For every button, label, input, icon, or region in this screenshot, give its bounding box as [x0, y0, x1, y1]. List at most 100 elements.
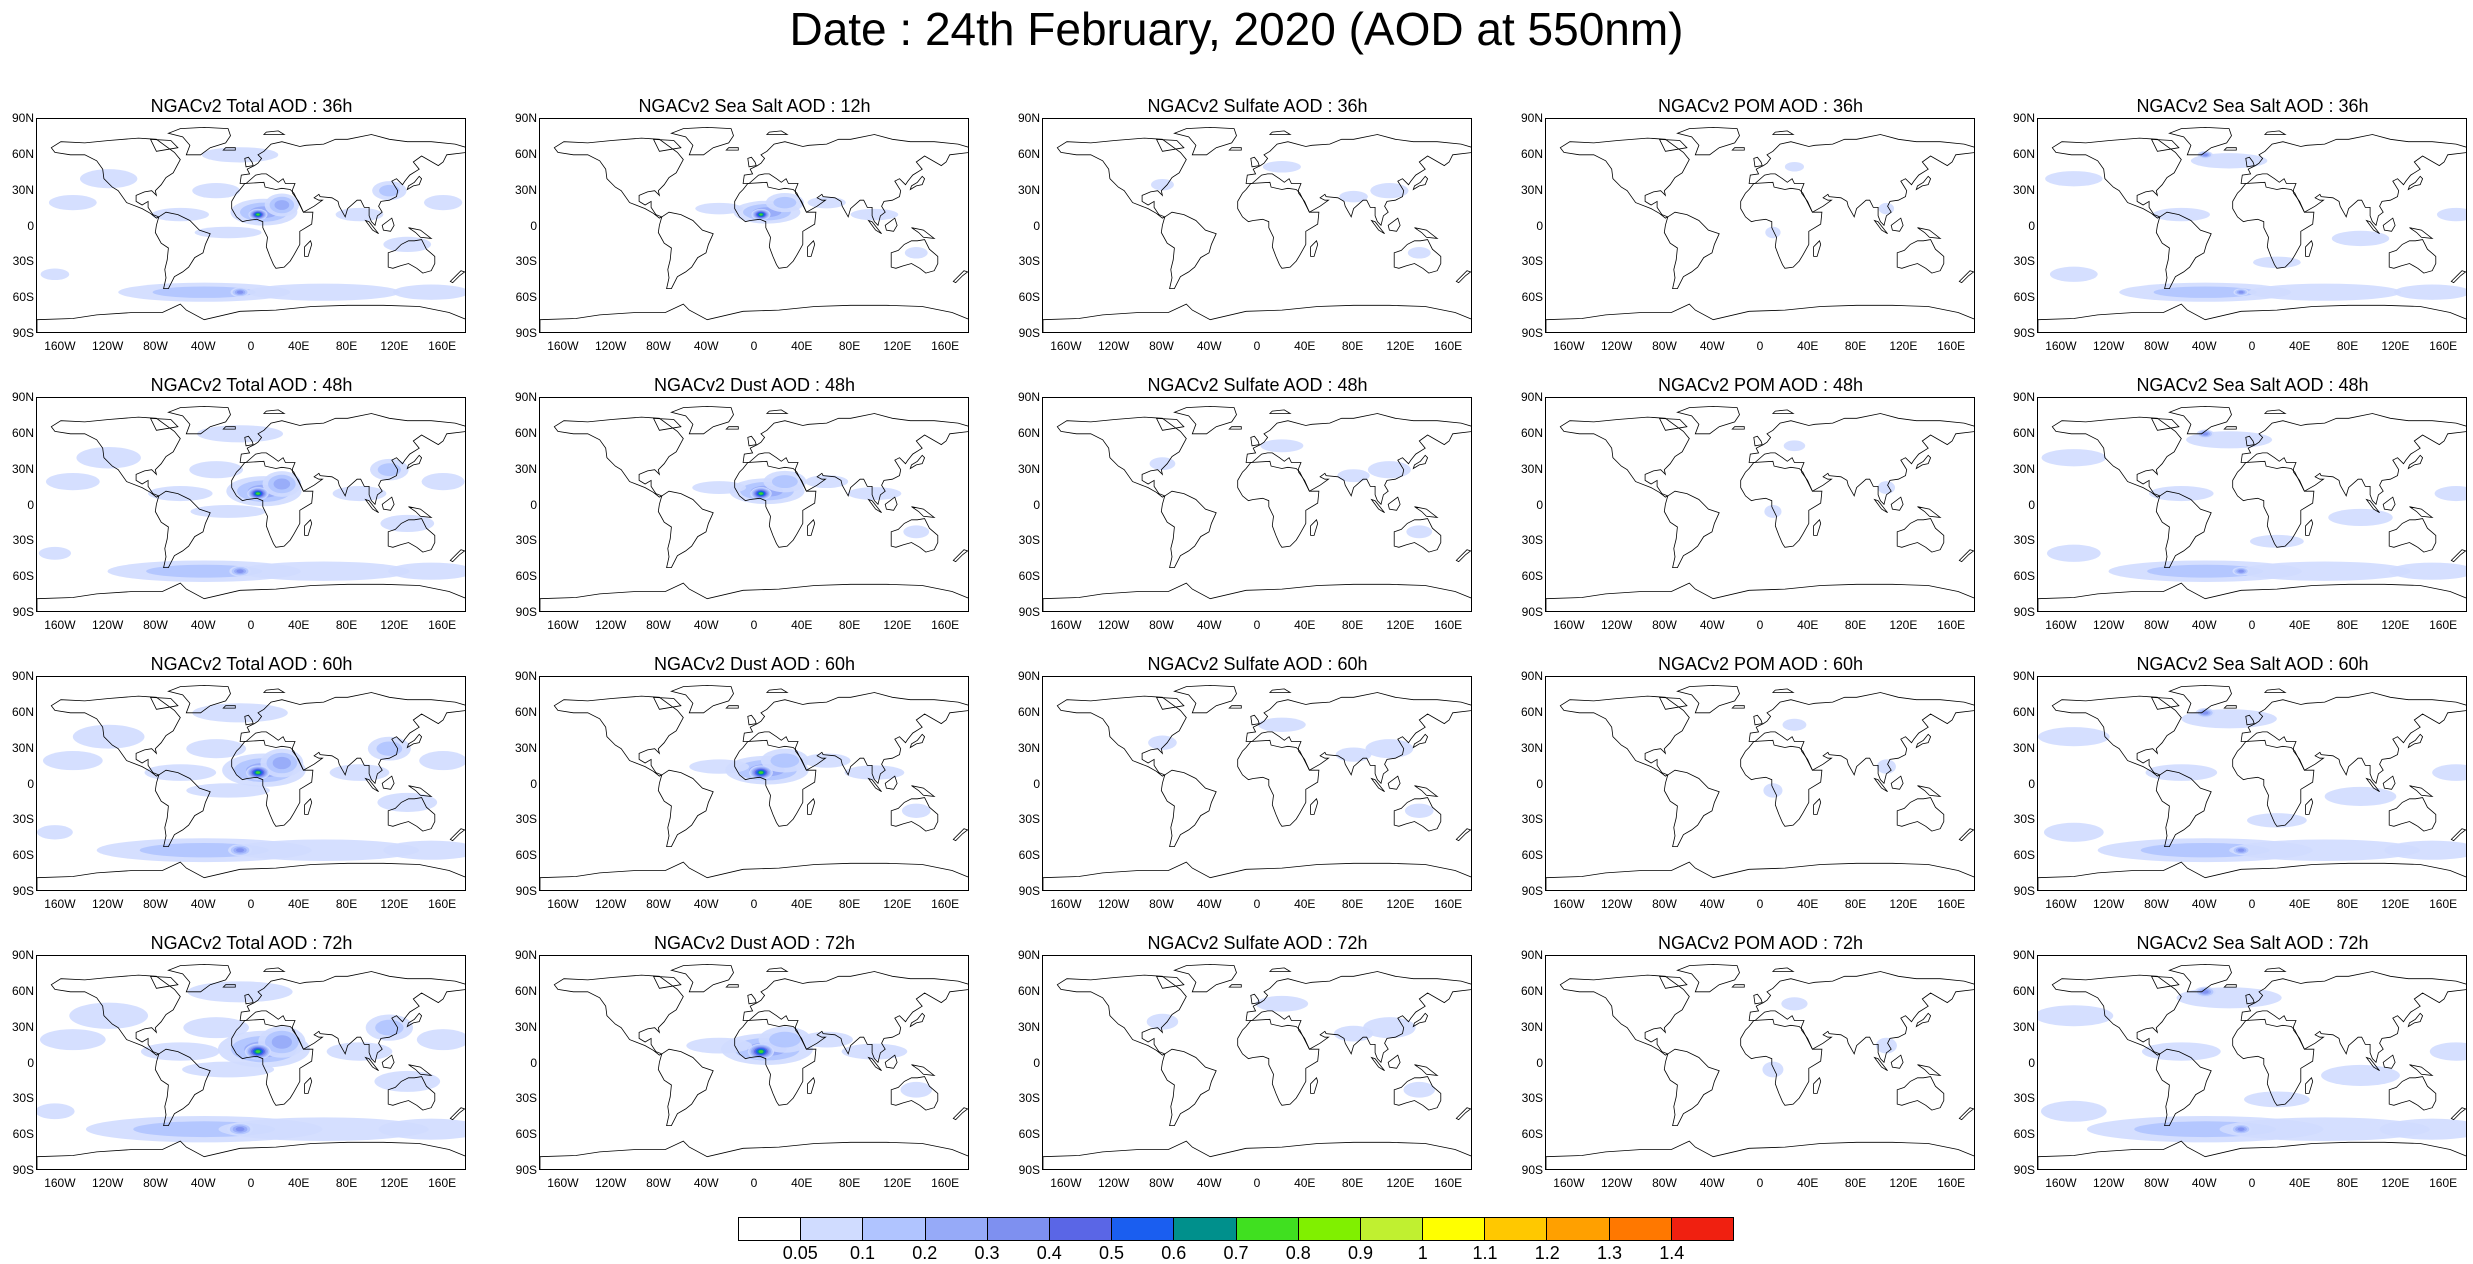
coastline-britain — [1753, 993, 1763, 1005]
coastline-greenland — [2168, 963, 2232, 993]
aod-shading — [1404, 803, 1434, 818]
longitude-tick-label: 160W — [547, 339, 579, 353]
coastline-eurasia — [1748, 692, 1974, 785]
aod-shading — [1782, 718, 1807, 731]
coastline-newZealand — [1958, 828, 1974, 842]
coastline-eurasia — [1245, 692, 1471, 785]
longitude-tick-label: 80E — [1341, 618, 1364, 632]
coastline-japan — [1412, 1012, 1429, 1028]
longitude-tick-label: 120W — [1097, 897, 1130, 911]
coastline-southAmerica — [657, 1048, 714, 1127]
longitude-tick-label: 40E — [2289, 618, 2311, 632]
coastline-japan — [1915, 733, 1932, 749]
coastline-britain — [1753, 156, 1763, 168]
aod-shading — [2237, 848, 2245, 852]
coastline-japan — [406, 454, 423, 470]
coastline-antarctica — [37, 1140, 465, 1169]
longitude-tick-label: 0 — [247, 1176, 255, 1190]
latitude-tick-label: 90N — [1017, 669, 1040, 683]
latitude-tick-label: 90N — [514, 390, 537, 404]
latitude-tick-label: 30S — [515, 812, 537, 827]
latitude-tick-label: 60S — [1521, 848, 1543, 863]
coastline-newGuinea — [408, 785, 433, 797]
coastline-svalbard — [2263, 688, 2287, 693]
world-map — [2037, 676, 2467, 891]
longitude-tick-label: 0 — [2248, 1176, 2256, 1190]
latitude-tick-label: 0 — [530, 1055, 537, 1070]
coastline-baffin — [1155, 696, 1185, 710]
latitude-tick-label: 60S — [2013, 1127, 2035, 1142]
longitude-axis: 160W 120W 80W 40W 0 40E 80E 120E 160E — [539, 339, 969, 355]
longitude-tick-label: 120W — [1097, 339, 1130, 353]
coastline-sumatra — [364, 498, 379, 514]
coastline-japan — [1412, 733, 1429, 749]
aod-shading — [186, 783, 270, 798]
colorbar-labels: 0.05 0.1 0.2 0.3 0.4 0.5 0.6 0.7 0.8 0.9 1 1.1 1.2 1.… — [738, 1243, 1734, 1263]
map-panel: NGACv2 Sulfate AOD : 36h 90N 60N 30N 0 30S 60S… — [1006, 96, 1496, 366]
aod-shading — [802, 753, 851, 768]
coastline-africa — [2232, 460, 2315, 548]
latitude-tick-label: 60N — [1520, 704, 1543, 719]
latitude-tick-label: 90N — [11, 948, 34, 962]
coastline-madagascar — [304, 519, 313, 536]
latitude-tick-label: 30S — [2013, 254, 2035, 269]
panel-title: NGACv2 Dust AOD : 48h — [653, 375, 856, 395]
latitude-tick-label: 60S — [1018, 1127, 1040, 1142]
longitude-tick-label: 80E — [335, 897, 358, 911]
coastline-borneo — [2382, 775, 2396, 790]
latitude-tick-label: 90S — [12, 1163, 34, 1177]
coastline-japan — [909, 733, 926, 749]
longitude-axis: 160W 120W 80W 40W 0 40E 80E 120E 160E — [1545, 339, 1975, 355]
aod-shading — [2248, 283, 2402, 301]
longitude-tick-label: 40W — [1699, 618, 1725, 632]
coastline-southAmerica — [2155, 1048, 2212, 1127]
colorbar — [738, 1217, 1734, 1241]
coastline-borneo — [1387, 1054, 1401, 1069]
coastline-svalbard — [1771, 688, 1795, 693]
map-panel: NGACv2 Sulfate AOD : 60h 90N 60N 30N 0 30S 60S… — [1006, 654, 1496, 924]
coastline-sumatra — [1873, 498, 1888, 514]
longitude-tick-label: 80E — [838, 897, 861, 911]
aod-shading — [2149, 486, 2214, 502]
longitude-tick-label: 80W — [646, 897, 671, 911]
longitude-tick-label: 120E — [2381, 339, 2410, 353]
latitude-tick-label: 60N — [1017, 146, 1040, 161]
coastline-svalbard — [1771, 409, 1795, 414]
coastline-madagascar — [2305, 519, 2314, 536]
latitude-tick-label: 60S — [515, 848, 537, 863]
longitude-tick-label: 40W — [2191, 339, 2217, 353]
longitude-tick-label: 80W — [1652, 339, 1677, 353]
coastline-greenland — [167, 126, 231, 156]
latitude-tick-label: 30N — [1017, 461, 1040, 476]
aod-shading — [2429, 1042, 2466, 1061]
aod-shading — [1260, 439, 1304, 453]
latitude-tick-label: 90N — [11, 111, 34, 125]
coastline-northAmerica — [1559, 695, 1690, 777]
map-panel: NGACv2 Sea Salt AOD : 72h 90N 60N 30N 0 30S 60… — [2001, 933, 2473, 1203]
aod-shading — [2379, 1118, 2466, 1140]
coastline-madagascar — [807, 240, 816, 257]
coastline-madagascar — [1310, 1077, 1319, 1094]
coastline-svalbard — [1771, 967, 1795, 972]
longitude-tick-label: 120E — [1386, 618, 1415, 632]
coastline-australia — [890, 239, 939, 274]
aod-shading — [844, 765, 905, 780]
coastline-greenland — [1676, 405, 1740, 435]
coastline-australia — [1393, 797, 1442, 832]
latitude-tick-label: 90N — [2012, 669, 2035, 683]
longitude-tick-label: 80E — [2336, 618, 2359, 632]
aod-shading — [190, 505, 266, 518]
latitude-tick-label: 60N — [11, 146, 34, 161]
aod-shading — [2384, 840, 2466, 860]
world-map — [1545, 676, 1975, 891]
aod-shading — [1765, 226, 1781, 239]
aod-shading — [326, 1042, 393, 1061]
latitude-tick-label: 60N — [514, 146, 537, 161]
longitude-tick-label: 80W — [1149, 339, 1174, 353]
coastline-greenland — [1676, 963, 1740, 993]
longitude-axis: 160W 120W 80W 40W 0 40E 80E 120E 160E — [36, 897, 466, 913]
aod-shading — [37, 1103, 75, 1120]
longitude-axis: 160W 120W 80W 40W 0 40E 80E 120E 160E — [2037, 897, 2467, 913]
longitude-tick-label: 40E — [1797, 618, 1819, 632]
aod-shading — [2321, 1064, 2400, 1086]
